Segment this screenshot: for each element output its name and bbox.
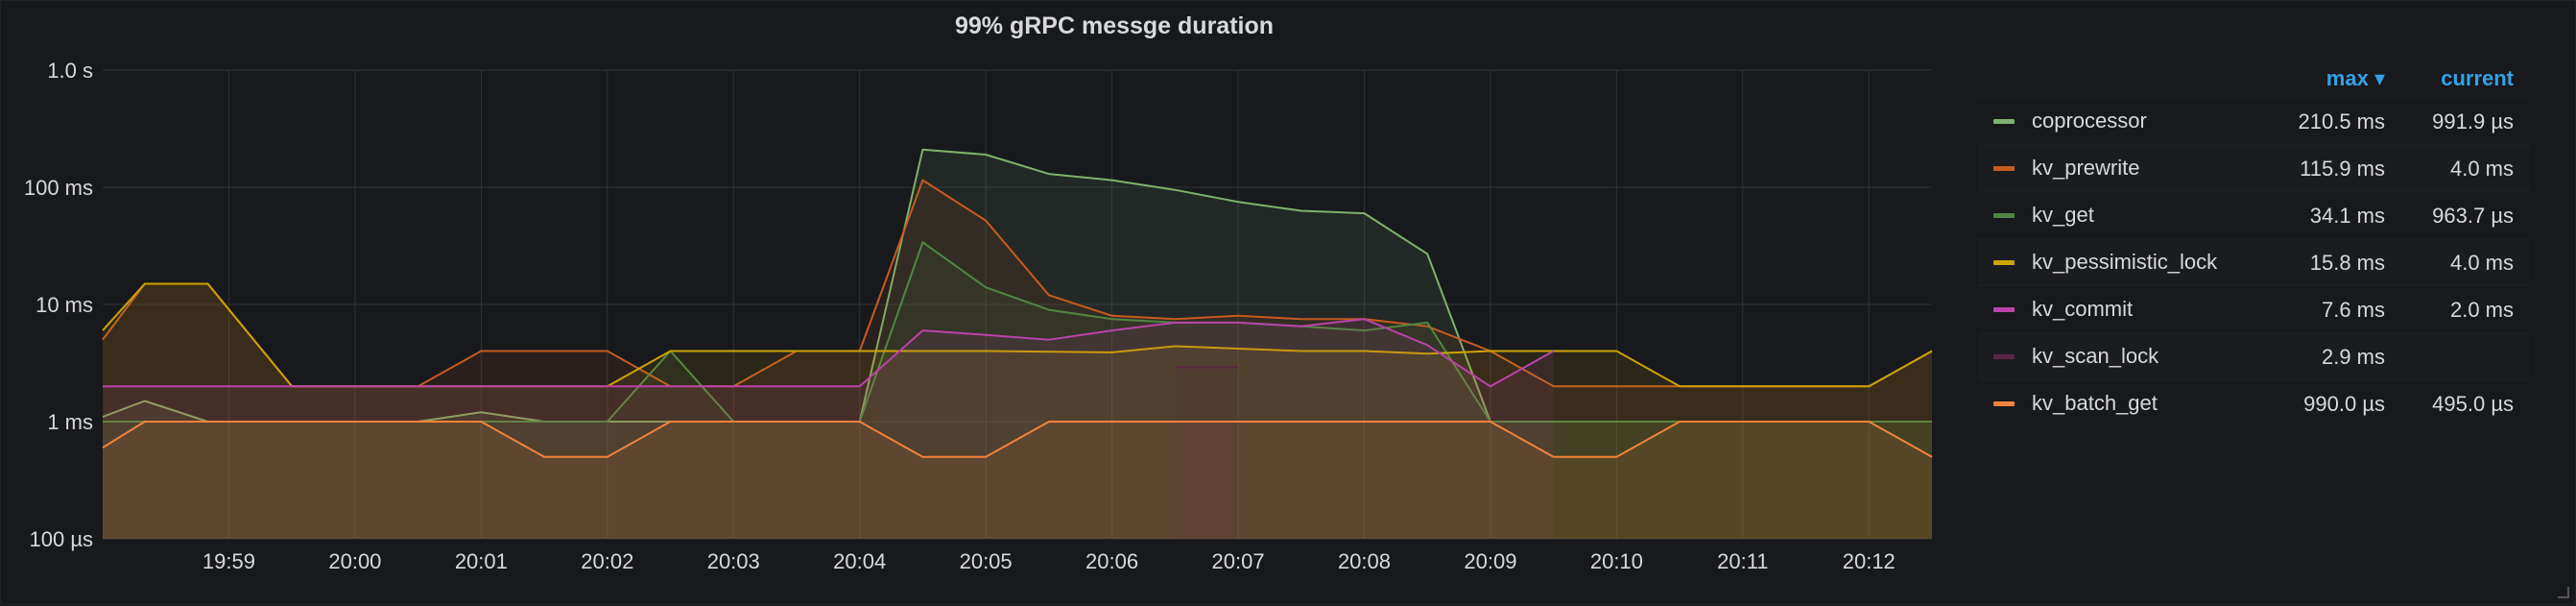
series-area-kv_get (103, 242, 1932, 539)
legend-max-value: 115.9 ms (2300, 157, 2385, 181)
legend-series-name[interactable]: kv_pessimistic_lock (2032, 250, 2218, 274)
legend-series-name[interactable]: kv_commit (2032, 297, 2134, 321)
series-line-kv_pessimistic_lock (102, 282, 1933, 388)
legend-max-value: 15.8 ms (2309, 251, 2385, 275)
x-tick-label: 20:06 (1085, 549, 1138, 573)
x-tick-label: 20:00 (328, 549, 381, 573)
legend-col-current[interactable]: current (2441, 66, 2514, 90)
legend-current-value: 4.0 ms (2449, 251, 2514, 275)
legend-current-value: 495.0 µs (2432, 392, 2514, 416)
legend-item-kv_commit[interactable]: kv_commit 7.6 ms 2.0 ms (1978, 285, 2529, 332)
x-tick-label: 20:05 (960, 549, 1013, 573)
x-tick-label: 20:02 (581, 549, 633, 573)
y-tick-label: 10 ms (36, 293, 93, 317)
series-area-kv_scan_lock (1175, 367, 1238, 539)
legend-header: max ▾ current (1978, 61, 2529, 97)
legend-current-value: 2.0 ms (2449, 298, 2514, 322)
x-tick-label: 20:10 (1590, 549, 1643, 573)
legend-sort-max[interactable]: max ▾ (2326, 66, 2385, 90)
legend: max ▾ current coprocessor 210.5 ms 991.9 µ… (1978, 61, 2529, 426)
x-tick-label: 19:59 (203, 549, 255, 573)
legend-item-kv_prewrite[interactable]: kv_prewrite 115.9 ms 4.0 ms (1978, 144, 2529, 191)
panel-title[interactable]: 99% gRPC messge duration (954, 12, 1275, 39)
x-tick-label: 20:12 (1843, 549, 1896, 573)
series-line-kv_commit (103, 318, 1555, 388)
legend-current-value: 4.0 ms (2449, 157, 2514, 181)
legend-series-name[interactable]: kv_batch_get (2032, 391, 2158, 415)
legend-max-value: 2.9 ms (2321, 345, 2385, 369)
legend-item-kv_scan_lock[interactable]: kv_scan_lock 2.9 ms (1978, 332, 2529, 379)
legend-item-kv_pessimistic_lock[interactable]: kv_pessimistic_lock 15.8 ms 4.0 ms (1978, 238, 2529, 285)
legend-max-value: 990.0 µs (2303, 392, 2385, 416)
series-area-kv_prewrite (103, 180, 1932, 539)
y-tick-label: 100 µs (30, 527, 94, 551)
series-line-kv_batch_get (102, 421, 1933, 458)
legend-current-value: 963.7 µs (2432, 204, 2514, 228)
legend-series-name[interactable]: kv_get (2032, 203, 2094, 227)
legend-series-name[interactable]: coprocessor (2032, 109, 2147, 133)
legend-swatch[interactable] (1993, 401, 2015, 406)
legend-rows: coprocessor 210.5 ms 991.9 µs kv_prewrite 11… (1978, 97, 2529, 426)
legend-swatch[interactable] (1993, 307, 2015, 312)
series-area-coprocessor (103, 149, 1932, 539)
y-tick-label: 1.0 s (47, 59, 93, 83)
legend-swatch[interactable] (1993, 166, 2015, 171)
chart-plot[interactable]: 1.0 s 100 ms 10 ms 1 ms 100 µs 19:59 20:00 20:0… (1, 1, 1940, 606)
legend-max-value: 7.6 ms (2321, 298, 2385, 322)
legend-swatch[interactable] (1993, 260, 2015, 265)
x-tick-label: 20:04 (833, 549, 886, 573)
x-tick-label: 20:01 (455, 549, 508, 573)
x-tick-label: 20:11 (1717, 549, 1768, 573)
caret-down-icon: ▾ (2373, 66, 2385, 90)
legend-series-name[interactable]: kv_scan_lock (2032, 344, 2159, 368)
resize-handle-icon[interactable] (2558, 587, 2569, 598)
series-area-kv_batch_get (103, 422, 1932, 539)
x-tick-label: 20:07 (1212, 549, 1265, 573)
legend-max-value: 210.5 ms (2298, 109, 2386, 133)
legend-current-value: 991.9 µs (2432, 109, 2514, 133)
series-area-kv_commit (103, 319, 1554, 539)
x-tick-label: 20:09 (1464, 549, 1516, 573)
legend-series-name[interactable]: kv_prewrite (2032, 156, 2140, 180)
legend-item-coprocessor[interactable]: coprocessor 210.5 ms 991.9 µs (1978, 97, 2529, 144)
y-tick-label: 100 ms (24, 176, 93, 200)
x-tick-label: 20:03 (707, 549, 760, 573)
legend-swatch[interactable] (1993, 354, 2015, 359)
legend-item-kv_get[interactable]: kv_get 34.1 ms 963.7 µs (1978, 191, 2529, 238)
legend-swatch[interactable] (1993, 119, 2015, 124)
x-tick-label: 20:08 (1338, 549, 1391, 573)
legend-max-value: 34.1 ms (2309, 204, 2385, 228)
series-area-kv_pessimistic_lock (103, 283, 1932, 539)
y-tick-label: 1 ms (47, 410, 93, 434)
legend-item-kv_batch_get[interactable]: kv_batch_get 990.0 µs 495.0 µs (1978, 379, 2529, 426)
legend-swatch[interactable] (1993, 213, 2015, 218)
